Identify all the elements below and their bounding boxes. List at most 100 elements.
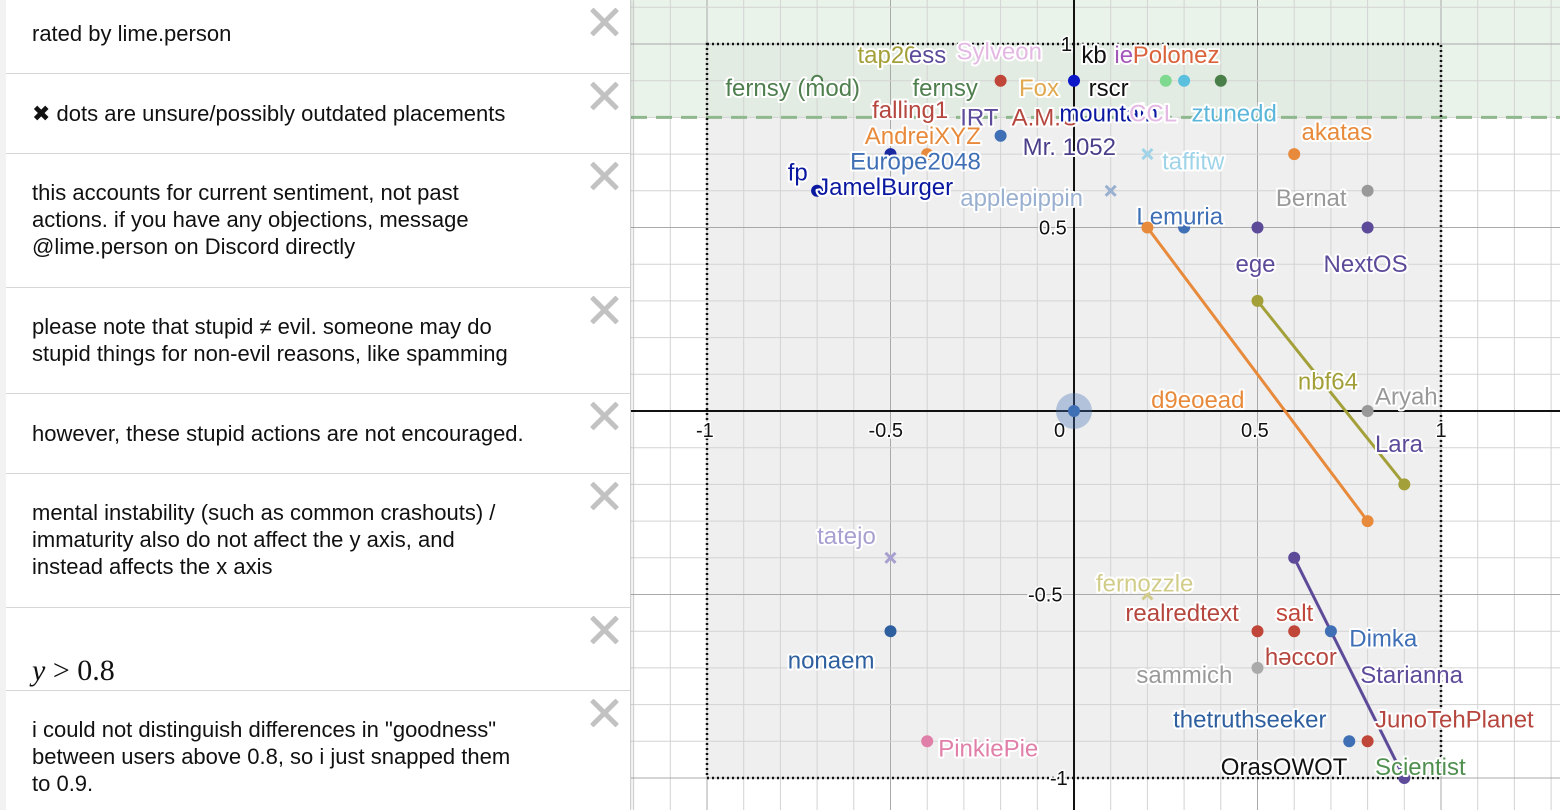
point-label: tatejo [817,523,876,550]
point-dot[interactable] [1361,221,1374,234]
origin-dot[interactable] [1068,405,1080,417]
point-dot[interactable] [1288,551,1301,564]
point-label: nbf64 [1298,369,1358,396]
point-label: PinkiePie [938,736,1038,763]
point-dot[interactable] [1288,625,1301,638]
close-icon[interactable] [588,80,620,112]
point-x-marker[interactable] [1141,148,1154,161]
segment-nbf64[interactable] [1256,299,1406,486]
point-label: fernsy (mod) [725,75,860,102]
expr-operator: > [45,654,78,687]
point-dot[interactable] [921,148,934,161]
point-label: kb [1081,42,1106,69]
note-mental-instability[interactable]: mental instability (such as common crash… [6,474,630,608]
point-dot[interactable] [1251,661,1264,674]
point-dot[interactable] [1343,735,1356,748]
note-text: ✖ dots are unsure/possibly outdated plac… [32,101,506,126]
close-icon[interactable] [588,6,620,38]
point-dot[interactable] [994,129,1007,142]
point-dot[interactable] [1361,515,1374,528]
point-dot[interactable] [1214,74,1227,87]
point-label: falling1 [872,97,948,124]
point-dot[interactable] [1361,405,1374,417]
close-icon[interactable] [588,480,620,512]
expression-y-gt-0-8[interactable]: y > 0.8 [6,608,630,691]
point-label: Aryah [1375,383,1438,410]
note-text: mental instability (such as common crash… [32,500,496,579]
point-dot[interactable] [1178,221,1191,234]
close-icon[interactable] [588,294,620,326]
x-tick-label: -1 [696,420,714,442]
point-label: nonaem [788,648,875,675]
point-label: tap20 [857,42,917,69]
point-dot[interactable] [811,184,824,197]
point-dot[interactable] [1398,772,1411,784]
close-icon[interactable] [588,400,620,432]
segment-Starianna[interactable] [1292,557,1406,779]
point-label: Mr. 1052 [1023,134,1116,161]
point-label: IRT [960,104,999,131]
point-label: salt [1276,600,1314,627]
point-label: AndreiXYZ [865,123,981,150]
point-dot[interactable] [884,148,897,161]
point-label: mountain [1059,101,1158,128]
scatter-plot[interactable]: -1 -0.5 0 0.5 1 1 0.5 -0.5 -1 fernsy (mod) tap20es… [631,0,1560,810]
note-unsure-dots[interactable]: ✖ dots are unsure/possibly outdated plac… [6,74,630,154]
note-snapped-to-0-9[interactable]: i could not distinguish differences in "… [6,691,630,810]
note-text: rated by lime.person [32,21,232,46]
note-rated-by[interactable]: rated by lime.person [6,0,630,74]
y-tick-label: -0.5 [1028,585,1062,607]
point-label: OrasOWOT [1221,754,1348,781]
point-dot[interactable] [1068,74,1080,87]
point-label: ztunedd [1191,101,1276,128]
point-label: A.M.O [1012,104,1080,131]
point-dot[interactable] [921,735,934,748]
point-label: fernsy [913,75,978,102]
point-dot[interactable] [1398,478,1411,491]
point-dot[interactable] [1251,221,1264,234]
point-dot[interactable] [1288,148,1301,161]
note-stupid-not-evil[interactable]: please note that stupid ≠ evil. someone … [6,288,630,394]
point-dot[interactable] [1141,221,1154,234]
expression-list: rated by lime.person ✖ dots are unsure/p… [0,0,631,810]
point-label: Polonez [1133,42,1220,69]
point-x-marker[interactable] [884,551,897,564]
point-dot[interactable] [1178,74,1191,87]
graph-canvas[interactable]: -1 -0.5 0 0.5 1 1 0.5 -0.5 -1 fernsy (mod) tap20 es… [631,0,1560,810]
point-label: NextOS [1324,251,1408,278]
close-icon[interactable] [588,160,620,192]
point-dot[interactable] [1251,625,1264,638]
x-tick-label: 0 [1054,420,1065,442]
point-label: sammich [1136,662,1232,689]
point-label: Bernat [1276,185,1347,212]
point-dot[interactable] [1159,74,1172,87]
expr-value: 0.8 [77,654,115,687]
point-label: akatas [1302,119,1373,146]
close-icon[interactable] [588,697,620,729]
close-icon[interactable] [588,614,620,646]
note-text: please note that stupid ≠ evil. someone … [32,314,508,366]
point-dot[interactable] [1324,625,1337,638]
point-dot[interactable] [1251,294,1264,307]
point-label: ie [1114,42,1133,69]
point-label: ess [909,42,946,69]
note-text: i could not distinguish differences in "… [32,717,511,796]
point-label: thetruthseeker [1173,706,1326,733]
point-dot[interactable] [994,74,1007,87]
note-not-encouraged[interactable]: however, these stupid actions are not en… [6,394,630,474]
point-dot[interactable] [1361,184,1374,197]
point-open-circle[interactable] [811,74,824,87]
point-label: CCL [1129,101,1177,128]
point-x-marker[interactable] [1141,588,1154,601]
math-expression[interactable]: y > 0.8 [32,630,560,687]
point-dot[interactable] [884,625,897,638]
point-dot[interactable] [1361,735,1374,748]
x-tick-label: 0.5 [1241,420,1269,442]
y-gt-0-8-region [631,0,1560,118]
segment-d9eoead[interactable] [1146,226,1369,522]
point-x-marker[interactable] [1104,184,1117,197]
point-label: Starianna [1360,662,1463,689]
x-tick-label: 1 [1436,420,1447,442]
point-label: fernozzle [1096,570,1193,597]
note-current-sentiment[interactable]: this accounts for current sentiment, not… [6,154,630,288]
